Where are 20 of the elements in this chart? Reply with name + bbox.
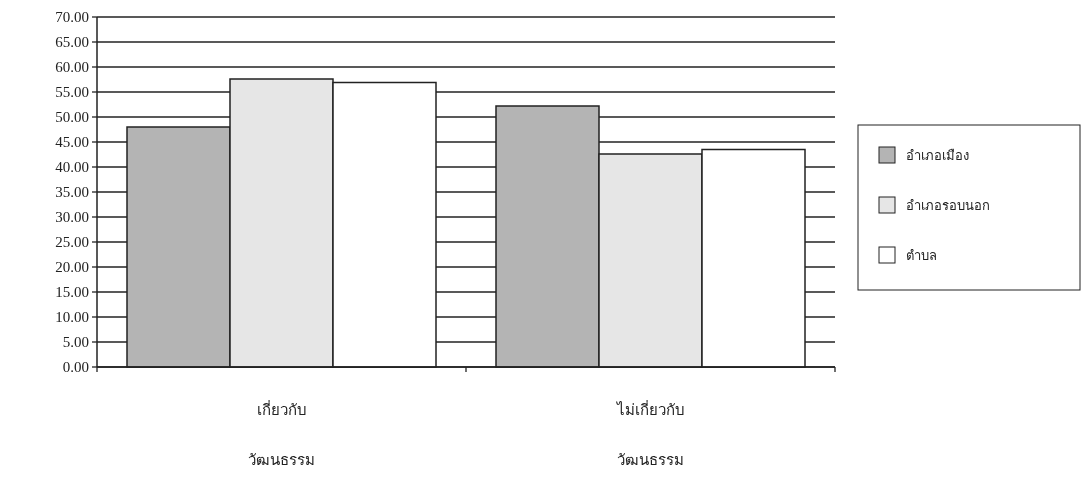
y-tick-label: 45.00: [55, 134, 89, 150]
legend-label: อำเภอเมือง: [906, 148, 969, 163]
y-tick-label: 0.00: [62, 359, 89, 375]
y-tick-label: 5.00: [62, 334, 89, 350]
y-tick-label: 10.00: [55, 309, 89, 325]
y-tick-label: 30.00: [55, 209, 89, 225]
y-tick-label: 60.00: [55, 59, 89, 75]
y-tick-label: 70.00: [55, 9, 89, 25]
y-tick-label: 65.00: [55, 34, 89, 50]
y-tick-label: 20.00: [55, 259, 89, 275]
category-label: ไม่เกี่ยวกับ วัฒนธรรม: [616, 401, 685, 469]
legend-label: อำเภอรอบนอก: [906, 198, 990, 213]
y-tick-label: 55.00: [55, 84, 89, 100]
legend-label: ตำบล: [906, 248, 937, 263]
y-tick-label: 35.00: [55, 184, 89, 200]
y-tick-label: 25.00: [55, 234, 89, 250]
y-tick-label: 15.00: [55, 284, 89, 300]
category-label: เกี่ยวกับ วัฒนธรรม: [248, 401, 315, 469]
y-tick-label: 50.00: [55, 109, 89, 125]
y-tick-label: 40.00: [55, 159, 89, 175]
